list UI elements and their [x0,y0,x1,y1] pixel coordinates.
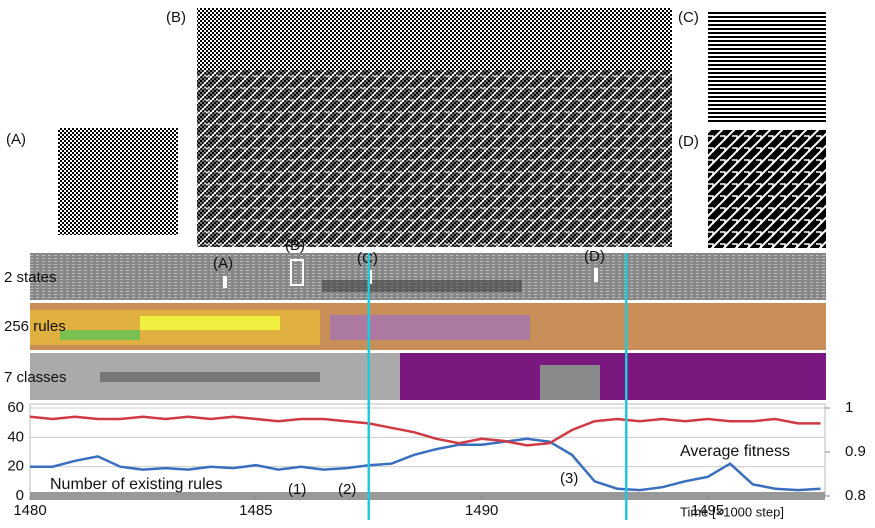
y-tick-label: 20 [7,458,24,475]
strip-detail [400,353,826,400]
y2-tick-label: 0.9 [845,443,866,460]
strip-marker [290,259,304,286]
panel-label: (C) [678,9,699,26]
strip-detail [60,330,140,340]
annotation: (2) [338,481,356,498]
x-tick-label: 1490 [465,502,498,519]
panel-label: (D) [678,133,699,150]
row-label: 256 rules [4,318,66,335]
row-label: 2 states [4,269,57,286]
strip-detail [540,365,600,400]
strip-marker [594,268,598,282]
y-tick-label: 0 [16,487,24,504]
panel-label: (B) [166,9,186,26]
strip-states [30,253,826,300]
strip-detail [140,316,280,330]
annotation: (3) [560,470,578,487]
strip-marker-label: (C) [357,250,378,267]
panel-d [708,130,826,248]
x-tick-label: 1495 [691,502,724,519]
y-tick-label: 60 [7,399,24,416]
panel-b-pattern [197,70,672,247]
series-line [29,415,821,447]
strip-detail [330,315,530,340]
y2-tick-label: 1 [845,399,853,416]
strip-detail [100,372,320,382]
row-label: 7 classes [4,369,67,386]
strip-marker-label: (A) [213,255,233,272]
annotation: (1) [288,481,306,498]
strip-marker-label: (D) [584,248,605,265]
series-line [30,437,821,492]
x-tick-label: 1480 [13,502,46,519]
strip-marker [223,276,227,288]
series-label: Average fitness [680,443,790,460]
panel-label: (A) [6,131,26,148]
series-label: Number of existing rules [50,476,223,493]
strip-detail [322,280,522,292]
x-axis-title: Time [×1000 step] [680,504,784,519]
panel-c [708,10,826,122]
y2-tick-label: 0.8 [845,487,866,504]
y-tick-label: 40 [7,428,24,445]
baseline-band [30,492,825,500]
panel-a [58,128,178,235]
x-tick-label: 1485 [239,502,272,519]
strip-marker-label: (B) [285,237,305,254]
